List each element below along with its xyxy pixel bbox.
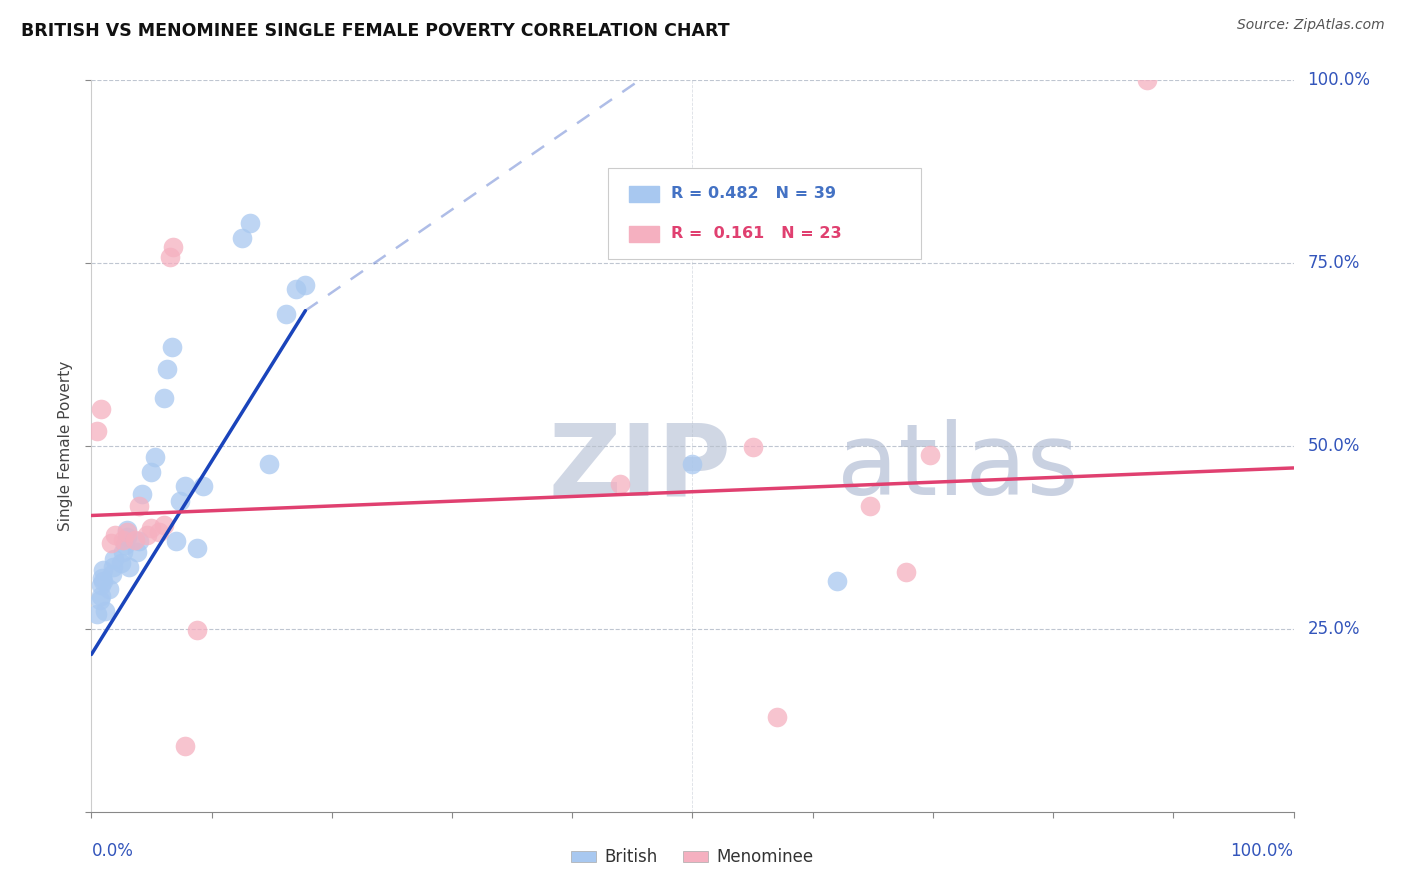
Point bbox=[128, 534, 150, 549]
FancyBboxPatch shape bbox=[609, 168, 921, 260]
Point bbox=[681, 458, 703, 472]
Point bbox=[193, 479, 215, 493]
Point bbox=[101, 559, 124, 574]
FancyBboxPatch shape bbox=[628, 186, 659, 202]
Point bbox=[114, 538, 136, 552]
Point bbox=[148, 525, 170, 540]
Text: BRITISH VS MENOMINEE SINGLE FEMALE POVERTY CORRELATION CHART: BRITISH VS MENOMINEE SINGLE FEMALE POVER… bbox=[21, 22, 730, 40]
Point bbox=[920, 448, 942, 462]
Point bbox=[162, 240, 184, 254]
Point bbox=[104, 528, 127, 542]
Text: ZIP: ZIP bbox=[548, 419, 731, 516]
Point bbox=[86, 425, 108, 439]
Text: 25.0%: 25.0% bbox=[1308, 620, 1360, 638]
Text: 100.0%: 100.0% bbox=[1308, 71, 1371, 89]
Text: R =  0.161   N = 23: R = 0.161 N = 23 bbox=[671, 227, 841, 242]
Point bbox=[284, 282, 307, 296]
Point bbox=[174, 479, 197, 493]
Text: 100.0%: 100.0% bbox=[1230, 842, 1294, 860]
Point bbox=[135, 528, 157, 542]
Y-axis label: Single Female Poverty: Single Female Poverty bbox=[58, 361, 73, 531]
Point bbox=[156, 362, 179, 376]
Point bbox=[174, 739, 197, 753]
Point bbox=[110, 556, 132, 570]
Point bbox=[141, 521, 163, 535]
Point bbox=[111, 533, 134, 547]
Point bbox=[859, 499, 882, 513]
Point bbox=[103, 552, 125, 566]
Text: 50.0%: 50.0% bbox=[1308, 437, 1360, 455]
Point bbox=[118, 559, 141, 574]
Text: R = 0.482   N = 39: R = 0.482 N = 39 bbox=[671, 186, 835, 202]
Point bbox=[825, 574, 848, 589]
Point bbox=[765, 709, 787, 723]
Point bbox=[169, 494, 191, 508]
Point bbox=[93, 603, 115, 617]
Point bbox=[160, 340, 183, 354]
Point bbox=[111, 545, 134, 559]
Point bbox=[143, 450, 166, 464]
Point bbox=[101, 567, 124, 582]
Point bbox=[231, 230, 253, 244]
Point bbox=[93, 574, 115, 589]
Point bbox=[125, 545, 148, 559]
Point bbox=[89, 592, 111, 607]
Point bbox=[90, 578, 112, 592]
Legend: British, Menominee: British, Menominee bbox=[565, 841, 820, 873]
Point bbox=[117, 523, 139, 537]
Text: Source: ZipAtlas.com: Source: ZipAtlas.com bbox=[1237, 18, 1385, 32]
Point bbox=[186, 541, 208, 556]
Point bbox=[141, 465, 163, 479]
Point bbox=[90, 589, 112, 603]
Point bbox=[100, 535, 122, 549]
Point bbox=[124, 533, 146, 547]
Point bbox=[239, 216, 262, 230]
Text: 0.0%: 0.0% bbox=[91, 842, 134, 860]
Point bbox=[1136, 73, 1159, 87]
Point bbox=[276, 307, 298, 321]
Point bbox=[152, 392, 174, 406]
Point bbox=[86, 607, 108, 622]
FancyBboxPatch shape bbox=[628, 226, 659, 242]
Point bbox=[91, 571, 114, 585]
Point bbox=[741, 441, 763, 455]
Text: 75.0%: 75.0% bbox=[1308, 254, 1360, 272]
Point bbox=[609, 477, 631, 491]
Point bbox=[117, 530, 139, 544]
Text: atlas: atlas bbox=[837, 419, 1078, 516]
Point bbox=[294, 278, 316, 293]
Point bbox=[165, 534, 187, 549]
Point bbox=[259, 458, 281, 472]
Point bbox=[128, 499, 150, 513]
Point bbox=[90, 402, 112, 417]
Point bbox=[131, 486, 153, 500]
Point bbox=[186, 624, 208, 638]
Point bbox=[896, 565, 918, 579]
Point bbox=[117, 525, 139, 540]
Point bbox=[98, 582, 121, 596]
Point bbox=[159, 250, 181, 264]
Point bbox=[152, 518, 174, 533]
Point bbox=[93, 563, 115, 577]
